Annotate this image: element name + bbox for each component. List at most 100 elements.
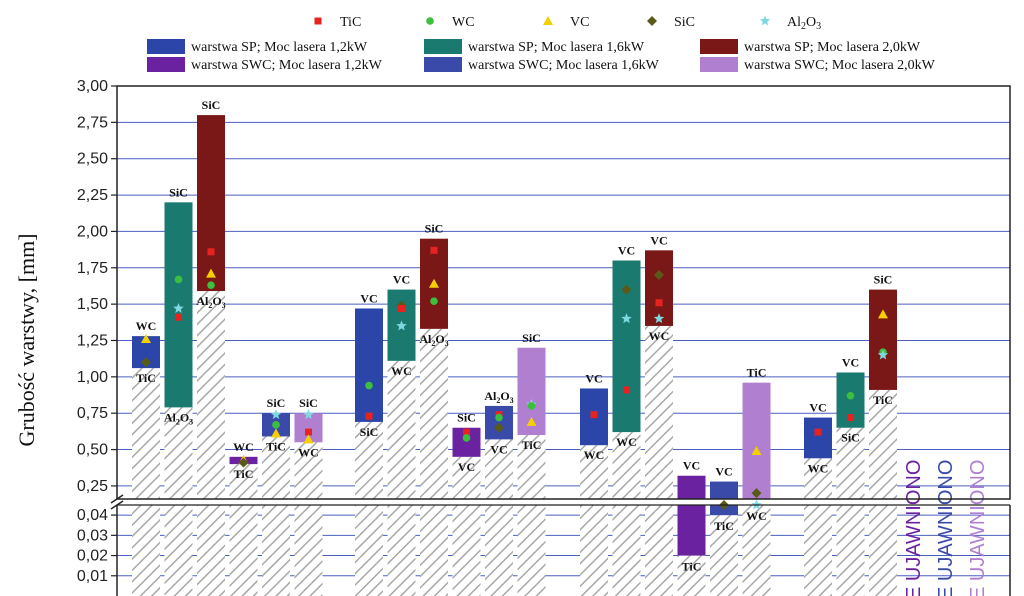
hatch-fill xyxy=(164,505,193,596)
tic-marker xyxy=(623,386,630,394)
hatch-fill xyxy=(742,505,771,596)
y-tick-label: 2,75 xyxy=(77,114,108,131)
bar-bottom-label: WC xyxy=(584,448,605,462)
hatch-fill xyxy=(580,505,608,596)
hatch-fill xyxy=(485,505,513,596)
sic-marker xyxy=(751,488,762,499)
vc-marker xyxy=(878,309,888,319)
y-tick-label: 0,25 xyxy=(77,478,108,495)
y-tick-label: 2,50 xyxy=(77,151,108,168)
axis-break-mark xyxy=(110,494,124,504)
hatch-fill xyxy=(355,421,383,499)
bar-bottom-label: SiC xyxy=(841,431,860,445)
sic-marker xyxy=(494,422,504,433)
legend-swatch-sp20 xyxy=(700,39,738,54)
bar-swc20-g3 xyxy=(742,382,771,499)
legend-swatch-sp16 xyxy=(424,39,462,54)
vc-marker xyxy=(271,428,281,438)
hatch-fill xyxy=(197,291,225,499)
hatch-fill xyxy=(710,515,738,596)
bar-top-label: SiC xyxy=(299,396,318,410)
hatch-fill xyxy=(294,505,323,596)
sic-marker xyxy=(141,357,151,368)
bar-bottom-label: VC xyxy=(490,442,507,456)
bar-top-label: WC xyxy=(136,319,157,333)
bar-bottom-label: TiC xyxy=(136,371,156,385)
legend-marker-label: Al2O3 xyxy=(787,15,821,32)
markers xyxy=(141,246,889,510)
hatch-fill xyxy=(387,505,416,596)
y-tick-label: 1,50 xyxy=(77,296,108,313)
hatched-base-layer xyxy=(132,291,897,596)
vc-marker xyxy=(303,434,314,444)
bar-labels: WC TiC SiC Al2O3 SiC Al2O3 WC TiC SiC TiC SiC WC VC S… xyxy=(136,98,893,573)
hatch-fill xyxy=(229,505,258,596)
y-tick-label: 3,00 xyxy=(77,78,108,95)
bar-sp12-g2 xyxy=(355,308,383,422)
bar-sp20-g4 xyxy=(869,289,897,390)
hatch-fill xyxy=(452,505,481,596)
tic-marker xyxy=(847,414,854,422)
hatch-fill xyxy=(517,505,546,596)
axes: 3,00 2,75 2,50 2,25 2,00 1,75 1,50 1,25 1,00 0,75… xyxy=(14,78,1011,596)
hatch-fill xyxy=(612,505,641,596)
bar-top-label: SiC xyxy=(522,331,541,345)
hatch-fill xyxy=(580,445,608,499)
bar-sp12-g4 xyxy=(804,417,832,459)
annotation-not-revealed: NIE UJAWNIONO xyxy=(967,460,989,596)
wc-marker xyxy=(272,421,280,429)
legend-swatch-swc16 xyxy=(424,57,462,72)
tic-marker xyxy=(430,246,438,254)
legend-series-label: warstwa SWC; Moc lasera 2,0kW xyxy=(744,58,936,73)
bar-bottom-label: TiC xyxy=(266,439,286,453)
hatch-fill xyxy=(836,427,865,499)
bar-swc12-g3 xyxy=(677,475,706,499)
vc-marker xyxy=(141,334,151,344)
legend-marker-label: SiC xyxy=(674,15,695,30)
bar-bottom-label: WC xyxy=(616,435,637,449)
bar-swc16-g2 xyxy=(485,405,513,440)
legend: TiC WC VC SiC Al2O3 warstwa SP; Moc lasera 1,… xyxy=(147,15,936,73)
tic-marker xyxy=(655,299,663,307)
hatch-fill xyxy=(836,505,865,596)
bar-top-label: VC xyxy=(683,459,700,473)
hatch-fill xyxy=(420,505,448,596)
bar-top-label: SiC xyxy=(425,222,444,236)
sic-marker xyxy=(654,270,664,281)
tic-marker xyxy=(590,411,598,419)
annotation-not-revealed: NIE UJAWNIONO xyxy=(935,460,957,596)
bar-swc12-g3-lower xyxy=(677,505,706,556)
bar-top-label: SiC xyxy=(457,411,476,425)
bar-bottom-label: TiC xyxy=(714,519,734,533)
vc-marker xyxy=(526,416,537,426)
tic-marker xyxy=(463,428,470,436)
annotations: NIE UJAWNIONO NIE UJAWNIONO NIE UJAWNIONO xyxy=(903,460,989,596)
legend-series-label: warstwa SP; Moc lasera 1,6kW xyxy=(468,40,645,55)
legend-swatch-swc12 xyxy=(147,57,185,72)
bar-top-label: Al2O3 xyxy=(484,389,513,405)
hatch-fill xyxy=(612,432,641,499)
tic-marker xyxy=(814,428,822,436)
hatch-fill xyxy=(517,435,546,499)
upper-plot-frame xyxy=(116,85,1011,500)
legend-marker-label: VC xyxy=(570,15,589,30)
legend-series-label: warstwa SP; Moc lasera 2,0kW xyxy=(744,40,921,55)
hatch-fill xyxy=(645,325,673,499)
axis-break-mark xyxy=(110,500,124,510)
al2o3-marker xyxy=(270,409,282,420)
al2o3-marker xyxy=(173,303,184,313)
tic-marker xyxy=(175,313,182,321)
bar-bottom-label: WC xyxy=(808,461,829,475)
legend-sic-marker xyxy=(647,16,657,26)
wc-marker xyxy=(207,281,215,290)
legend-swatch-sp12 xyxy=(147,39,185,54)
hatch-fill xyxy=(869,389,897,499)
y-tick-label: 2,00 xyxy=(77,223,108,240)
y-tick-label: 0,50 xyxy=(77,442,108,459)
bar-top-label: VC xyxy=(618,244,635,258)
bar-bottom-label: VC xyxy=(458,460,475,474)
vc-marker xyxy=(429,278,439,288)
hatch-fill xyxy=(197,505,225,596)
hatch-fill xyxy=(132,505,160,596)
